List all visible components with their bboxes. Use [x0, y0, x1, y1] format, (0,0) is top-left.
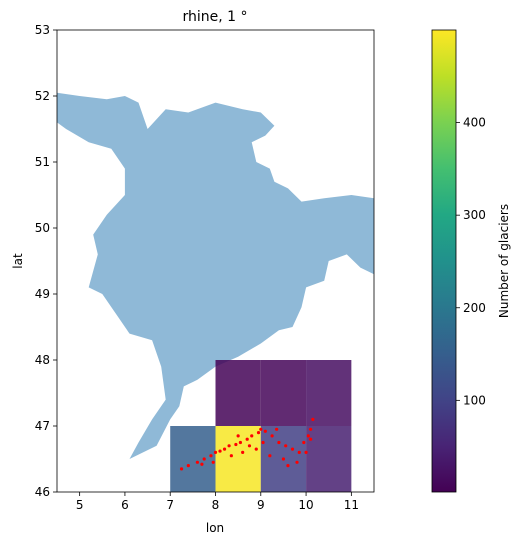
colorbar-tick-label: 100 — [463, 393, 486, 407]
glacier-point — [309, 427, 313, 431]
glacier-point — [202, 457, 206, 461]
glacier-point — [238, 440, 243, 445]
glacier-point — [195, 460, 199, 464]
glacier-point — [275, 427, 279, 431]
glacier-point — [211, 460, 215, 464]
y-tick-label: 50 — [35, 221, 50, 235]
glacier-point — [270, 434, 274, 438]
x-tick-label: 10 — [298, 498, 313, 512]
glacier-point — [309, 437, 313, 441]
glacier-point — [250, 434, 254, 438]
glacier-points — [179, 417, 315, 471]
glacier-point — [277, 440, 281, 445]
x-tick-label: 7 — [166, 498, 174, 512]
y-tick-label: 47 — [35, 419, 50, 433]
x-tick-label: 8 — [212, 498, 220, 512]
rhine-basin-area — [57, 92, 374, 459]
glacier-point — [200, 462, 204, 466]
glacier-point — [286, 464, 290, 468]
glacier-point — [311, 417, 315, 421]
colorbar-ticks: 100 200 300 400 — [456, 116, 486, 407]
glacier-point — [263, 429, 267, 433]
glacier-point — [284, 444, 288, 448]
x-axis-ticks: 5 6 7 8 9 10 11 — [76, 492, 359, 512]
glacier-point — [268, 454, 272, 458]
glacier-point — [281, 457, 286, 461]
glacier-point — [290, 447, 295, 451]
y-tick-label: 53 — [35, 23, 50, 37]
glacier-point — [227, 444, 231, 448]
plot-area — [57, 92, 374, 492]
glacier-point — [222, 447, 227, 451]
glacier-point — [256, 431, 261, 435]
glacier-point — [245, 437, 249, 441]
glacier-point — [302, 440, 306, 445]
glacier-point — [254, 447, 258, 451]
y-axis-ticks: 46 47 48 49 50 51 52 53 — [35, 23, 57, 499]
glacier-point — [241, 450, 245, 454]
glacier-point — [306, 434, 310, 438]
heatmap-cell — [215, 360, 261, 426]
x-tick-label: 11 — [344, 498, 359, 512]
glacier-point — [234, 442, 238, 447]
y-tick-label: 46 — [35, 485, 50, 499]
glacier-count-cells — [170, 360, 352, 492]
heatmap-cell — [260, 360, 307, 426]
y-tick-label: 52 — [35, 89, 50, 103]
glacier-point — [209, 454, 213, 458]
y-tick-label: 51 — [35, 155, 50, 169]
glacier-point — [295, 460, 299, 464]
colorbar-tick-label: 200 — [463, 301, 486, 315]
glacier-point — [247, 444, 252, 448]
glacier-point — [179, 467, 184, 471]
y-tick-label: 48 — [35, 353, 50, 367]
glacier-point — [261, 440, 265, 445]
chart-title: rhine, 1 ° — [182, 9, 247, 25]
glacier-point — [236, 434, 240, 438]
y-axis-label: lat — [11, 253, 25, 269]
colorbar-tick-label: 400 — [463, 116, 486, 130]
glacier-point — [304, 450, 308, 454]
heatmap-cell — [306, 360, 352, 426]
colorbar — [431, 29, 457, 493]
x-tick-label: 6 — [121, 498, 129, 512]
glacier-point — [218, 449, 222, 453]
heatmap-cell — [306, 426, 352, 492]
x-axis-label: lon — [206, 521, 224, 535]
colorbar-tick-label: 300 — [463, 208, 486, 222]
x-tick-label: 9 — [257, 498, 265, 512]
colorbar-label: Number of glaciers — [497, 204, 511, 318]
y-tick-label: 49 — [35, 287, 50, 301]
glacier-point — [259, 427, 263, 431]
x-tick-label: 5 — [76, 498, 84, 512]
glacier-point — [229, 454, 233, 458]
heatmap-cell — [170, 426, 216, 492]
glacier-point — [213, 450, 218, 454]
glacier-point — [186, 464, 190, 468]
glacier-point — [297, 450, 301, 454]
